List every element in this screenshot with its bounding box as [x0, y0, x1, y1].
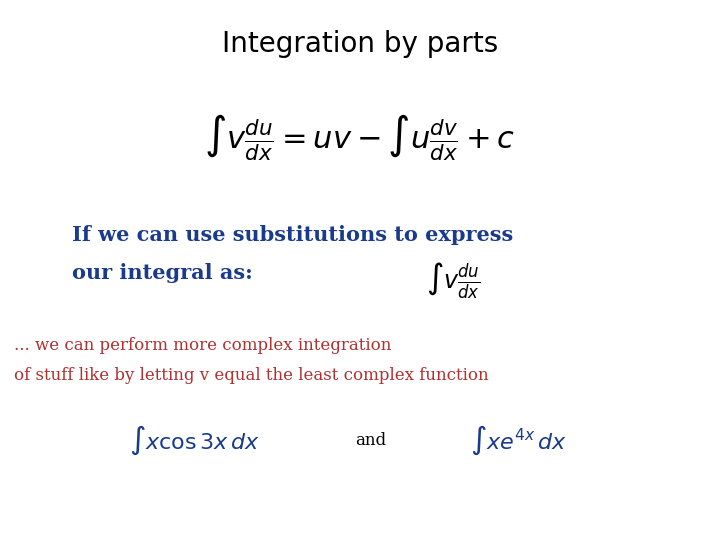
Text: $\int xe^{4x}\,dx$: $\int xe^{4x}\,dx$ — [470, 423, 567, 457]
Text: If we can use substitutions to express: If we can use substitutions to express — [72, 225, 513, 245]
Text: $\int x\cos 3x\,dx$: $\int x\cos 3x\,dx$ — [129, 423, 260, 457]
Text: and: and — [355, 431, 387, 449]
Text: Integration by parts: Integration by parts — [222, 30, 498, 58]
Text: our integral as:: our integral as: — [72, 262, 253, 283]
Text: ... we can perform more complex integration: ... we can perform more complex integrat… — [14, 337, 392, 354]
Text: $\int v\frac{du}{dx} = uv - \int u\frac{dv}{dx} + c$: $\int v\frac{du}{dx} = uv - \int u\frac{… — [204, 112, 516, 163]
Text: $\int v\frac{du}{dx}$: $\int v\frac{du}{dx}$ — [426, 261, 481, 301]
Text: of stuff like by letting v equal the least complex function: of stuff like by letting v equal the lea… — [14, 367, 489, 384]
